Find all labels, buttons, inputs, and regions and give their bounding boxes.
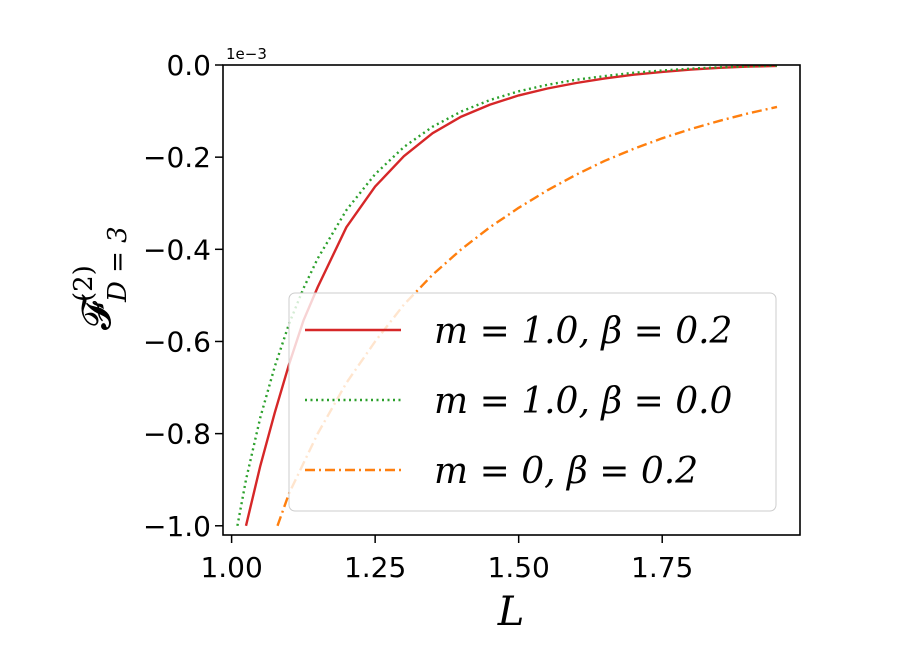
y-offset-text: 1e−3 xyxy=(226,45,267,63)
x-tick-label: 1.50 xyxy=(488,551,550,584)
y-tick-label: −0.8 xyxy=(143,418,211,451)
series-line xyxy=(276,105,778,527)
x-axis-ticks: 1.00 1.25 1.50 1.75 xyxy=(200,535,693,584)
x-tick-label: 1.25 xyxy=(344,551,406,584)
y-axis-label: 𝓕 (2) D = 3 xyxy=(69,226,133,330)
x-tick-label: 1.00 xyxy=(200,551,262,584)
y-tick-label: −0.6 xyxy=(143,325,211,358)
series-line xyxy=(236,65,778,527)
legend: m = 1.0, β = 0.2 m = 1.0, β = 0.0 m = 0, β… xyxy=(288,292,777,512)
y-tick-label: −0.4 xyxy=(143,233,211,266)
x-axis-label: L xyxy=(497,589,525,635)
y-axis-label-sub: D = 3 xyxy=(103,226,133,303)
legend-label: m = 0, β = 0.2 xyxy=(434,451,698,492)
legend-label: m = 1.0, β = 0.0 xyxy=(434,381,732,422)
y-tick-label: 0.0 xyxy=(166,49,211,82)
plot-frame xyxy=(222,64,801,536)
legend-box xyxy=(288,292,777,512)
legend-label: m = 1.0, β = 0.2 xyxy=(434,311,732,352)
y-tick-label: −1.0 xyxy=(143,510,211,543)
y-axis-ticks: 0.0 −0.2 −0.4 −0.6 −0.8 −1.0 xyxy=(143,49,223,543)
y-tick-label: −0.2 xyxy=(143,141,211,174)
y-axis-label-sup: (2) xyxy=(69,265,99,302)
x-tick-label: 1.75 xyxy=(631,551,693,584)
